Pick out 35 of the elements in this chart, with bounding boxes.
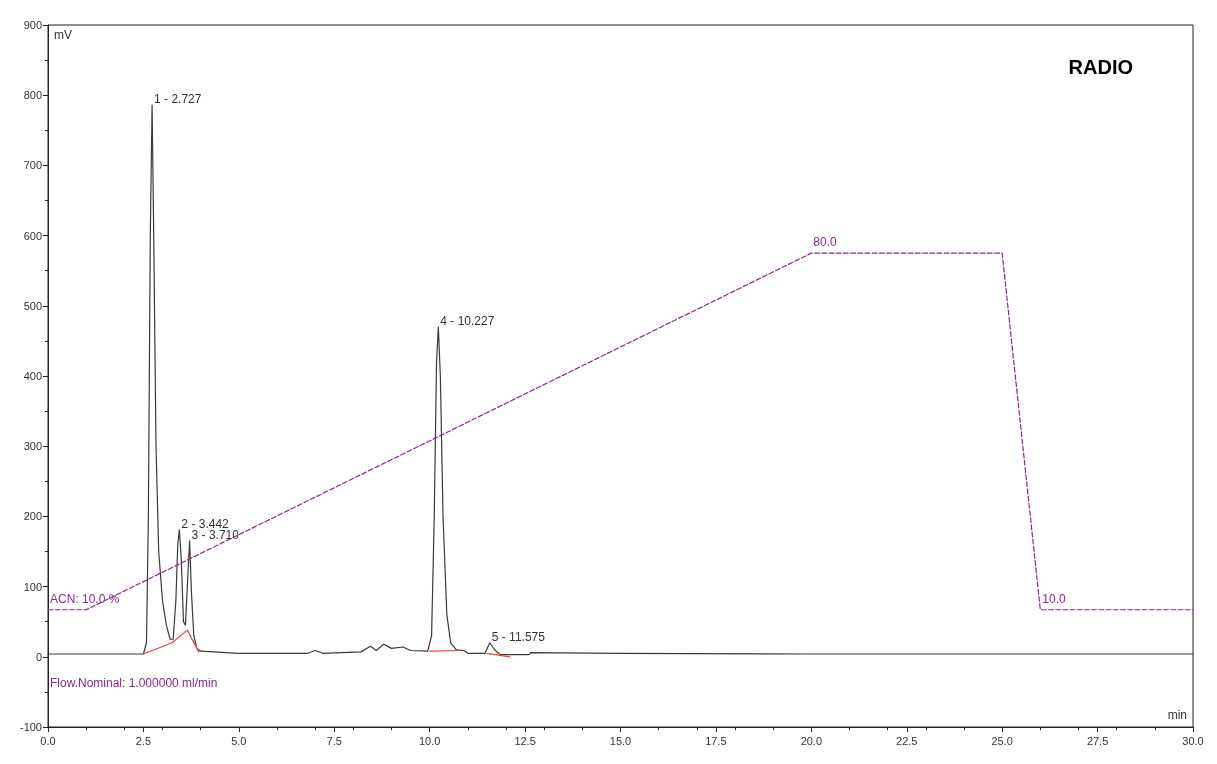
y-tick-label: 500 — [23, 299, 42, 312]
y-tick-label: 800 — [23, 89, 42, 102]
y-axis-title: mV — [54, 28, 72, 42]
annotation: 10.0 — [1042, 591, 1067, 606]
x-tick-label: 25.0 — [991, 734, 1013, 747]
y-tick-label: 200 — [23, 510, 42, 523]
x-tick-label: 10.0 — [418, 734, 441, 747]
y-tick-label: 600 — [23, 229, 42, 242]
y-tick-label: 100 — [23, 580, 42, 593]
y-tick-label: 900 — [23, 19, 42, 31]
y-tick-label: 300 — [23, 440, 42, 453]
y-tick-label: -100 — [19, 721, 42, 733]
x-tick-label: 7.5 — [326, 734, 342, 747]
x-tick-label: 27.5 — [1086, 734, 1109, 747]
annotation: RADIO — [1068, 56, 1133, 78]
x-tick-label: 20.0 — [800, 734, 823, 747]
annotation: Flow.Nominal: 1.000000 ml/min — [50, 675, 218, 690]
x-tick-label: 5.0 — [231, 734, 247, 747]
y-tick-label: 400 — [23, 370, 42, 382]
annotation: 5 - 11.575 — [491, 629, 546, 644]
x-tick-label: 2.5 — [135, 734, 152, 747]
x-tick-label: 30.0 — [1182, 734, 1204, 747]
annotation: 4 - 10.227 — [440, 313, 495, 328]
annotation: 80.0 — [813, 235, 838, 250]
x-axis-title: min — [1167, 708, 1187, 722]
annotation: ACN: 10.0 % — [50, 591, 120, 606]
annotation: 1 - 2.727 — [154, 92, 202, 107]
line-series — [47, 104, 1194, 656]
y-tick-label: 700 — [23, 159, 42, 172]
x-tick-label: 15.0 — [609, 734, 632, 747]
x-tick-label: 12.5 — [514, 734, 536, 747]
x-tick-label: 17.5 — [705, 734, 727, 747]
y-tick-label: 0 — [35, 650, 42, 663]
x-tick-label: 22.5 — [896, 734, 918, 747]
x-tick-label: 0.0 — [40, 734, 56, 747]
